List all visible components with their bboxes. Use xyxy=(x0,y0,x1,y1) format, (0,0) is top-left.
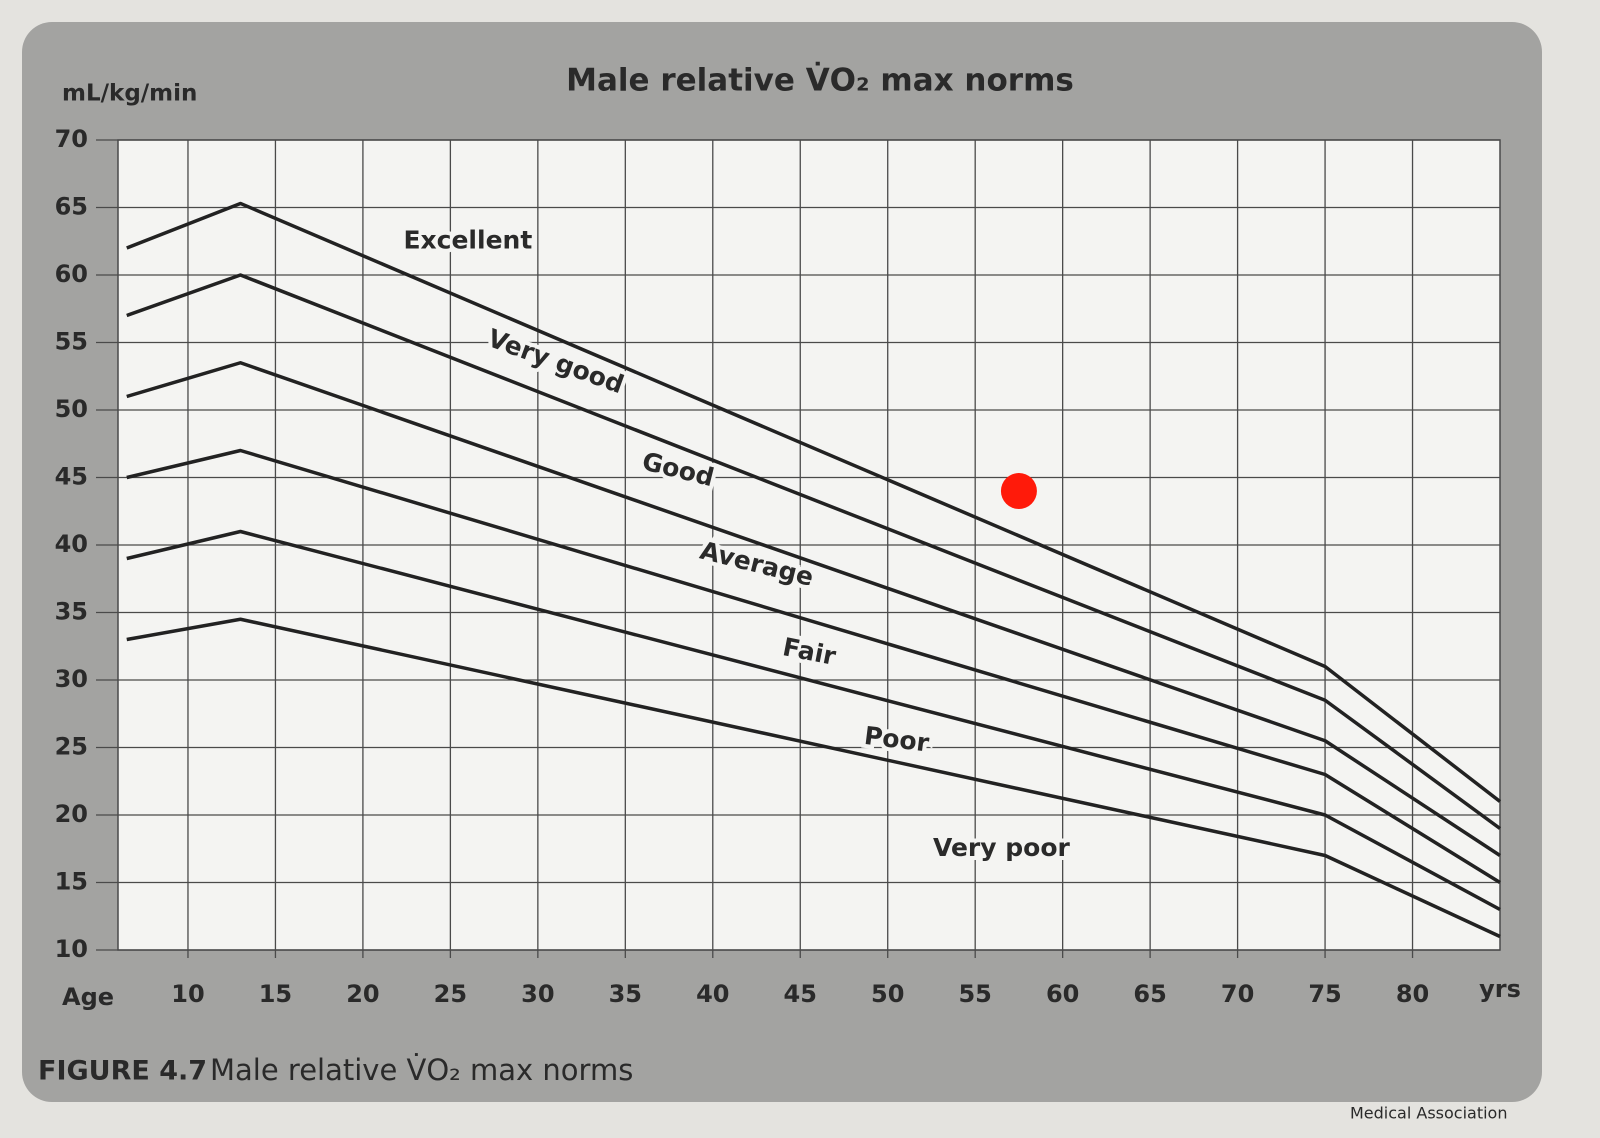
y-tick-label: 35 xyxy=(55,598,88,626)
y-tick-label: 45 xyxy=(55,463,88,491)
y-tick-label: 25 xyxy=(55,733,88,761)
y-tick-label: 15 xyxy=(55,868,88,896)
y-tick-label: 55 xyxy=(55,328,88,356)
x-tick-label: 30 xyxy=(521,980,554,1008)
x-tick-label: 45 xyxy=(784,980,817,1008)
y-axis-label: mL/kg/min xyxy=(62,81,197,107)
x-tick-label: 75 xyxy=(1308,980,1341,1008)
x-tick-label: 65 xyxy=(1133,980,1166,1008)
zone-label: Very poor xyxy=(933,833,1071,862)
y-tick-label: 20 xyxy=(55,800,88,828)
y-tick-label: 40 xyxy=(55,530,88,558)
x-tick-label: 20 xyxy=(346,980,379,1008)
x-tick-label: 25 xyxy=(434,980,467,1008)
x-tick-label: 15 xyxy=(259,980,292,1008)
boundary-line xyxy=(126,201,1502,803)
chart-title: Male relative V̇O₂ max norms xyxy=(566,63,1074,99)
x-tick-label: 55 xyxy=(958,980,991,1008)
x-tick-label: 10 xyxy=(171,980,204,1008)
y-tick-label: 65 xyxy=(55,193,88,221)
zone-label: Excellent xyxy=(403,225,532,254)
x-tick-label: 40 xyxy=(696,980,729,1008)
marker-dot xyxy=(1000,473,1037,509)
caption-number: FIGURE 4.7 xyxy=(38,1056,207,1087)
boundary-line xyxy=(126,448,1501,884)
x-tick-label: 35 xyxy=(609,980,642,1008)
y-tick-label: 10 xyxy=(55,935,88,963)
x-tick-label: 70 xyxy=(1221,980,1254,1008)
x-tick-label: 50 xyxy=(871,980,904,1008)
boundary-line xyxy=(126,529,1501,912)
y-tick-label: 30 xyxy=(55,665,88,693)
y-tick-label: 60 xyxy=(55,260,88,288)
boundary-line xyxy=(126,361,1501,857)
plot-border xyxy=(117,139,1501,951)
x-axis-unit: yrs xyxy=(1479,975,1521,1003)
footer: Medical Association xyxy=(1350,1104,1507,1123)
x-tick-label: 80 xyxy=(1396,980,1429,1008)
y-tick-label: 70 xyxy=(55,125,88,153)
boundary-line xyxy=(126,273,1502,830)
y-tick-label: 50 xyxy=(55,395,88,423)
caption-text: Male relative V̇O₂ max norms xyxy=(210,1053,633,1087)
x-tick-label: 60 xyxy=(1046,980,1079,1008)
x-axis-label: Age xyxy=(62,983,114,1011)
boundary-line xyxy=(126,617,1501,939)
